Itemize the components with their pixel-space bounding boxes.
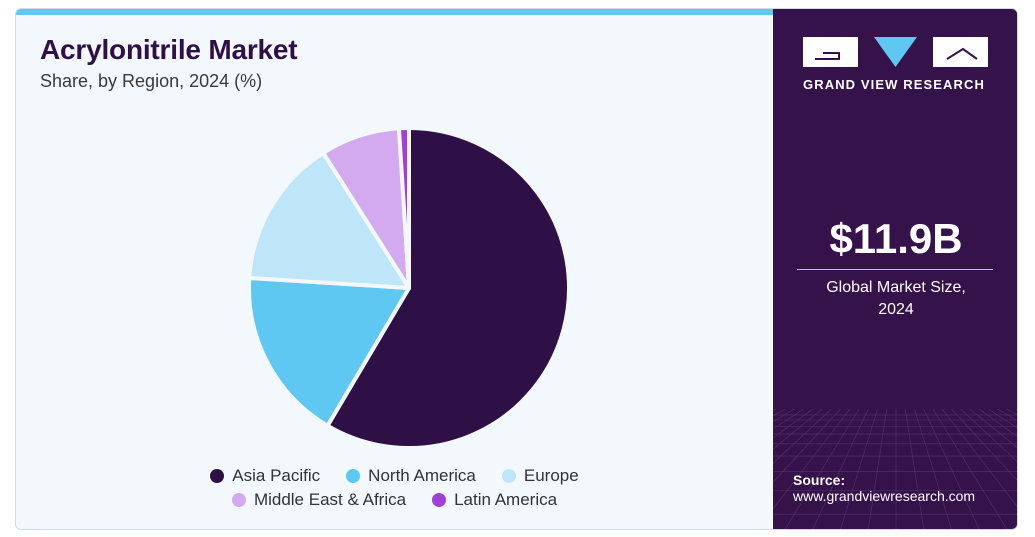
chart-subtitle: Share, by Region, 2024 (%) <box>40 71 263 91</box>
logo-mark-r-icon <box>933 37 988 67</box>
legend-label: Europe <box>523 466 579 485</box>
chart-card: Acrylonitrile Market Share, by Region, 2… <box>15 8 1018 530</box>
pie-slice-north-america <box>247 275 411 428</box>
pie-slice-latin-america <box>396 126 411 290</box>
legend-dot-icon <box>231 493 246 507</box>
legend-item: North America <box>346 466 476 486</box>
info-panel: GRAND VIEW RESEARCH $11.9B Global Market… <box>773 9 1017 529</box>
legend-item: Europe <box>501 466 579 486</box>
legend-item: Asia Pacific <box>210 466 320 486</box>
legend-label: Middle East & Africa <box>253 490 407 509</box>
legend-item: Middle East & Africa <box>231 490 407 510</box>
legend-label: North America <box>368 466 476 485</box>
divider <box>797 269 993 270</box>
brand-name: GRAND VIEW RESEARCH <box>803 77 985 92</box>
chart-legend: Asia Pacific North America Europe Middle E… <box>16 464 773 512</box>
market-size-caption-line1: Global Market Size, <box>826 279 966 296</box>
source-url[interactable]: www.grandviewresearch.com <box>793 488 976 504</box>
pie-slice-europe <box>247 150 411 290</box>
pie-slice-asia-pacific <box>325 126 571 449</box>
logo-mark-v-icon <box>868 37 923 67</box>
legend-label: Latin America <box>454 490 558 509</box>
market-size-value: $11.9B <box>829 215 963 262</box>
chart-panel: Acrylonitrile Market Share, by Region, 2… <box>16 9 773 529</box>
legend-dot-icon <box>346 469 361 483</box>
chart-title: Acrylonitrile Market <box>40 34 298 65</box>
accent-bar <box>16 9 773 15</box>
brand-logo: GRAND VIEW RESEARCH <box>803 37 989 92</box>
market-size-caption-line2: 2024 <box>878 301 914 318</box>
legend-dot-icon <box>210 469 225 483</box>
legend-item: Latin America <box>432 490 557 510</box>
legend-label: Asia Pacific <box>232 466 321 485</box>
legend-dot-icon <box>432 493 447 507</box>
logo-mark-g-icon <box>803 37 858 67</box>
decorative-grid <box>773 409 1017 529</box>
legend-dot-icon <box>501 469 516 483</box>
pie-chart <box>247 126 571 449</box>
legend-row: Middle East & Africa Latin America <box>16 488 773 512</box>
legend-row: Asia Pacific North America Europe <box>16 464 773 488</box>
source-label: Source: <box>793 472 846 488</box>
source-note: Source: www.grandviewresearch.com <box>793 472 975 504</box>
market-size-caption: Global Market Size, 2024 <box>773 277 1017 321</box>
